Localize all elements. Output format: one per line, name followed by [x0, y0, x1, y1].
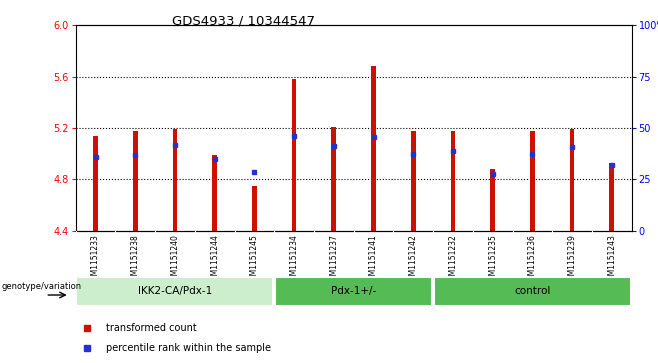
Bar [371, 66, 376, 231]
Bar [93, 136, 98, 231]
Text: GSM1151241: GSM1151241 [369, 234, 378, 285]
Bar [570, 129, 574, 231]
Text: Pdx-1+/-: Pdx-1+/- [331, 286, 376, 296]
Text: GSM1151236: GSM1151236 [528, 234, 537, 285]
Bar [172, 129, 178, 231]
Text: GSM1151243: GSM1151243 [607, 234, 617, 285]
Bar [291, 79, 297, 231]
Bar [213, 155, 217, 231]
Bar [490, 169, 495, 231]
Bar [275, 277, 432, 306]
Text: GDS4933 / 10344547: GDS4933 / 10344547 [172, 15, 315, 28]
Text: GSM1151244: GSM1151244 [210, 234, 219, 285]
Bar [411, 131, 416, 231]
Bar [252, 185, 257, 231]
Text: percentile rank within the sample: percentile rank within the sample [106, 343, 271, 354]
Text: GSM1151240: GSM1151240 [170, 234, 180, 285]
Text: GSM1151234: GSM1151234 [290, 234, 299, 285]
Text: GSM1151237: GSM1151237 [329, 234, 338, 285]
Text: GSM1151245: GSM1151245 [250, 234, 259, 285]
Bar [609, 163, 614, 231]
Bar [133, 131, 138, 231]
Text: genotype/variation: genotype/variation [1, 282, 82, 291]
Bar [530, 131, 535, 231]
Bar [76, 277, 274, 306]
Text: control: control [514, 286, 551, 296]
Text: GSM1151239: GSM1151239 [568, 234, 576, 285]
Bar [332, 127, 336, 231]
Text: GSM1151232: GSM1151232 [449, 234, 457, 285]
Text: transformed count: transformed count [106, 323, 197, 333]
Text: IKK2-CA/Pdx-1: IKK2-CA/Pdx-1 [138, 286, 212, 296]
Text: GSM1151235: GSM1151235 [488, 234, 497, 285]
Text: GSM1151233: GSM1151233 [91, 234, 100, 285]
Bar [434, 277, 631, 306]
Bar [451, 131, 455, 231]
Text: GSM1151238: GSM1151238 [131, 234, 139, 285]
Text: GSM1151242: GSM1151242 [409, 234, 418, 285]
